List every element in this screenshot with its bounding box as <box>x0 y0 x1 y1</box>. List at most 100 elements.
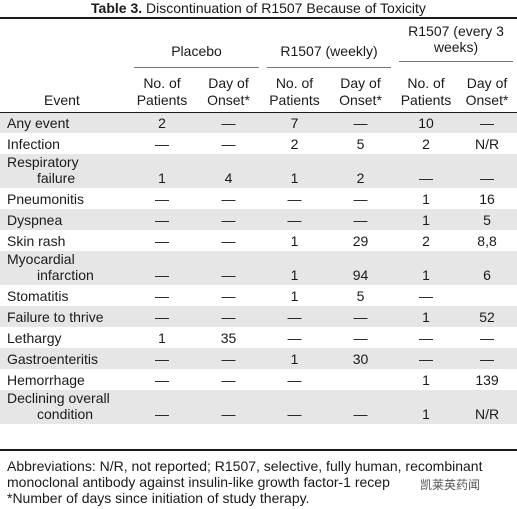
value-cell: — <box>194 209 263 230</box>
event-cell: Failure to thrive <box>0 306 130 327</box>
group-header-weekly: R1507 (weekly) <box>263 19 395 68</box>
value-cell <box>457 285 517 306</box>
value-cell: 2 <box>290 136 299 152</box>
column-header-onset: Day of Onset* <box>465 74 509 108</box>
value-cell: — <box>480 330 495 346</box>
table-title: Table 3. Discontinuation of R1507 Becaus… <box>0 0 517 17</box>
event-cell: Declining overall condition <box>0 390 130 424</box>
group-header-row: Placebo R1507 (weekly) R1507 (every 3 we… <box>0 19 517 68</box>
footnote-onset: *Number of days since initiation of stud… <box>7 490 310 506</box>
value-cell: 2 <box>422 136 430 152</box>
value-cell: — <box>263 390 326 424</box>
footnote-abbreviations-cont: monoclonal antibody against insulin-like… <box>7 474 390 490</box>
event-cell: Hemorrhage <box>7 372 85 388</box>
value-cell: 2 <box>326 154 396 188</box>
event-cell: Infection <box>7 136 60 152</box>
value-cell: — <box>395 348 458 369</box>
event-cell: Respiratory failure <box>0 154 130 188</box>
value-cell: — <box>194 390 263 424</box>
table-row: Lethargy 1 35 — — — — <box>0 327 517 348</box>
value-cell: 1 <box>395 390 458 424</box>
value-cell: 2 <box>130 112 194 133</box>
value-cell: — <box>221 372 236 388</box>
value-cell: — <box>263 209 326 230</box>
value-cell: — <box>194 348 263 369</box>
event-cell: Myocardial infarction <box>0 251 130 285</box>
table-row: Stomatitis — — 1 5 — <box>0 285 517 306</box>
table-row: Infection — — 2 5 2 N/R <box>0 133 517 154</box>
value-cell: 8,8 <box>477 233 497 249</box>
value-cell: — <box>130 209 194 230</box>
value-cell: 1 <box>290 288 299 304</box>
column-header-row: Event No. of Patients Day of Onset* No. … <box>0 68 517 112</box>
value-cell: — <box>130 251 194 285</box>
value-cell: — <box>326 209 396 230</box>
event-line-1: Respiratory <box>7 154 79 170</box>
bottom-rule <box>0 449 517 451</box>
value-cell: 1 <box>263 348 326 369</box>
value-cell: — <box>287 191 302 207</box>
value-cell: — <box>457 112 517 133</box>
event-cell: Dyspnea <box>0 209 130 230</box>
value-cell <box>326 369 395 390</box>
group-label-every3: R1507 (every 3 weeks) <box>408 23 504 55</box>
value-cell: — <box>457 348 517 369</box>
table-caption: Discontinuation of R1507 Because of Toxi… <box>146 0 426 16</box>
table-number: Table 3. <box>91 0 143 16</box>
value-cell: 1 <box>263 251 326 285</box>
watermark-label: 凯莱英药闻 <box>418 478 483 492</box>
value-cell: — <box>326 306 396 327</box>
event-cell: Pneumonitis <box>7 191 85 207</box>
value-cell: 2 <box>422 233 430 249</box>
value-cell: — <box>419 330 434 346</box>
table-row: Gastroenteritis — —1 30— — <box>0 348 517 369</box>
value-cell: 30 <box>326 348 396 369</box>
value-cell: — <box>155 191 169 207</box>
table-row: Hemorrhage — — — 1 139 <box>0 369 517 390</box>
group-label-weekly: R1507 (weekly) <box>280 43 378 59</box>
column-header-patients: No. of Patients <box>136 74 188 108</box>
event-line-2: infarction <box>37 267 94 283</box>
value-cell: — <box>263 306 326 327</box>
value-cell: — <box>130 348 194 369</box>
value-cell: — <box>221 191 236 207</box>
event-line-2: failure <box>37 170 76 186</box>
value-cell: — <box>326 112 396 133</box>
column-header-event: Event <box>44 91 80 108</box>
value-cell: — <box>155 233 169 249</box>
event-cell: Stomatitis <box>7 288 69 304</box>
value-cell: — <box>419 288 434 304</box>
value-cell: — <box>287 330 302 346</box>
event-line-1: Declining overall <box>7 390 110 406</box>
value-cell: 1 <box>158 330 166 346</box>
table-row: Myocardial infarction — —1 94 1 6 <box>0 251 517 285</box>
top-rule <box>0 17 517 19</box>
table-footnotes: Abbreviations: N/R, not reported; R1507,… <box>7 458 517 506</box>
value-cell: 4 <box>194 154 263 188</box>
group-header-placebo: Placebo <box>130 19 263 68</box>
table-row: Declining overall condition — — — —1 N/R <box>0 390 517 424</box>
value-cell: 1 <box>395 209 458 230</box>
toxicity-table: Placebo R1507 (weekly) R1507 (every 3 we… <box>0 19 517 424</box>
value-cell: 35 <box>220 330 237 346</box>
value-cell: — <box>130 390 194 424</box>
table-row: Dyspnea — — — —1 5 <box>0 209 517 230</box>
value-cell: 5 <box>356 288 365 304</box>
value-cell: 1 <box>263 154 326 188</box>
value-cell: 5 <box>457 209 517 230</box>
column-header-onset: Day of Onset* <box>207 74 250 108</box>
value-cell: 29 <box>352 233 369 249</box>
table-row: Failure to thrive — — — —1 52 <box>0 306 517 327</box>
table-row: Respiratory failure 1 4 1 2— — <box>0 154 517 188</box>
value-cell: — <box>194 251 263 285</box>
value-cell: 52 <box>457 306 517 327</box>
table-row: Pneumonitis — — — — 1 16 <box>0 188 517 209</box>
value-cell: 6 <box>457 251 517 285</box>
group-header-empty <box>0 19 130 68</box>
value-cell: — <box>353 191 368 207</box>
value-cell: N/R <box>457 390 517 424</box>
value-cell: 139 <box>475 372 499 388</box>
value-cell: — <box>155 136 169 152</box>
value-cell: — <box>287 372 302 388</box>
value-cell: 1 <box>130 154 194 188</box>
